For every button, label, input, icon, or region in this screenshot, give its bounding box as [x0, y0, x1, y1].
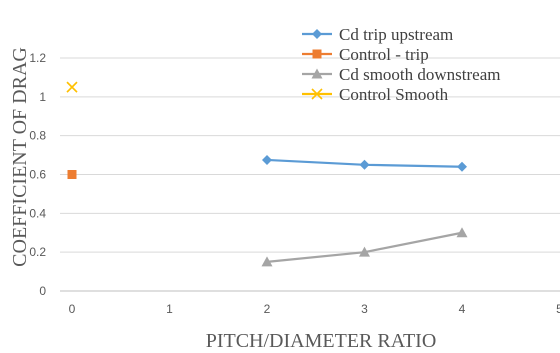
x-tick-label: 3: [361, 302, 368, 316]
legend-marker: [311, 88, 323, 100]
legend-marker: [312, 29, 322, 39]
data-point: [67, 170, 77, 179]
series-1: [67, 170, 77, 179]
series-layer: [66, 81, 468, 267]
legend-marker: [312, 49, 322, 59]
y-tick-label: 0: [39, 284, 46, 298]
data-point: [261, 256, 273, 267]
x-tick-label: 2: [264, 302, 271, 316]
series-2: [261, 227, 468, 267]
data-point: [359, 246, 370, 257]
x-tick-label: 0: [69, 302, 76, 316]
series-3: [66, 81, 78, 93]
gridlines: [60, 57, 560, 292]
x-axis-title: PITCH/DIAMETER RATIO: [206, 330, 437, 352]
data-point: [359, 159, 370, 170]
legend-label: Cd trip upstream: [339, 25, 453, 44]
y-tick-label: 1: [39, 90, 46, 104]
x-tick-label: 1: [166, 302, 173, 316]
legend-label: Control Smooth: [339, 85, 449, 104]
y-tick-label: 1.2: [29, 51, 46, 65]
data-point: [456, 227, 468, 238]
legend-entry: Control - trip: [302, 45, 429, 64]
data-point: [262, 154, 272, 165]
legend-marker: [311, 68, 323, 79]
y-axis-title: COEFFICIENT OF DRAG: [9, 47, 31, 267]
series-0: [262, 154, 467, 172]
y-tick-label: 0.2: [29, 245, 46, 259]
x-tick-label: 4: [459, 302, 466, 316]
legend-label: Cd smooth downstream: [339, 65, 501, 84]
data-point: [66, 81, 78, 93]
x-tick-label: 5: [556, 302, 560, 316]
tick-labels: 0 0.2 0.4 0.6 0.8 1 1.2 0 1 2 3 4 5: [29, 51, 560, 316]
y-tick-label: 0.6: [29, 168, 46, 182]
y-tick-label: 0.4: [29, 206, 46, 220]
legend-label: Control - trip: [339, 45, 429, 64]
legend-entry: Cd trip upstream: [302, 25, 453, 44]
y-tick-label: 0.8: [29, 129, 46, 143]
legend-entry: Cd smooth downstream: [302, 65, 501, 84]
data-point: [457, 161, 467, 172]
legend-entry: Control Smooth: [302, 85, 449, 104]
